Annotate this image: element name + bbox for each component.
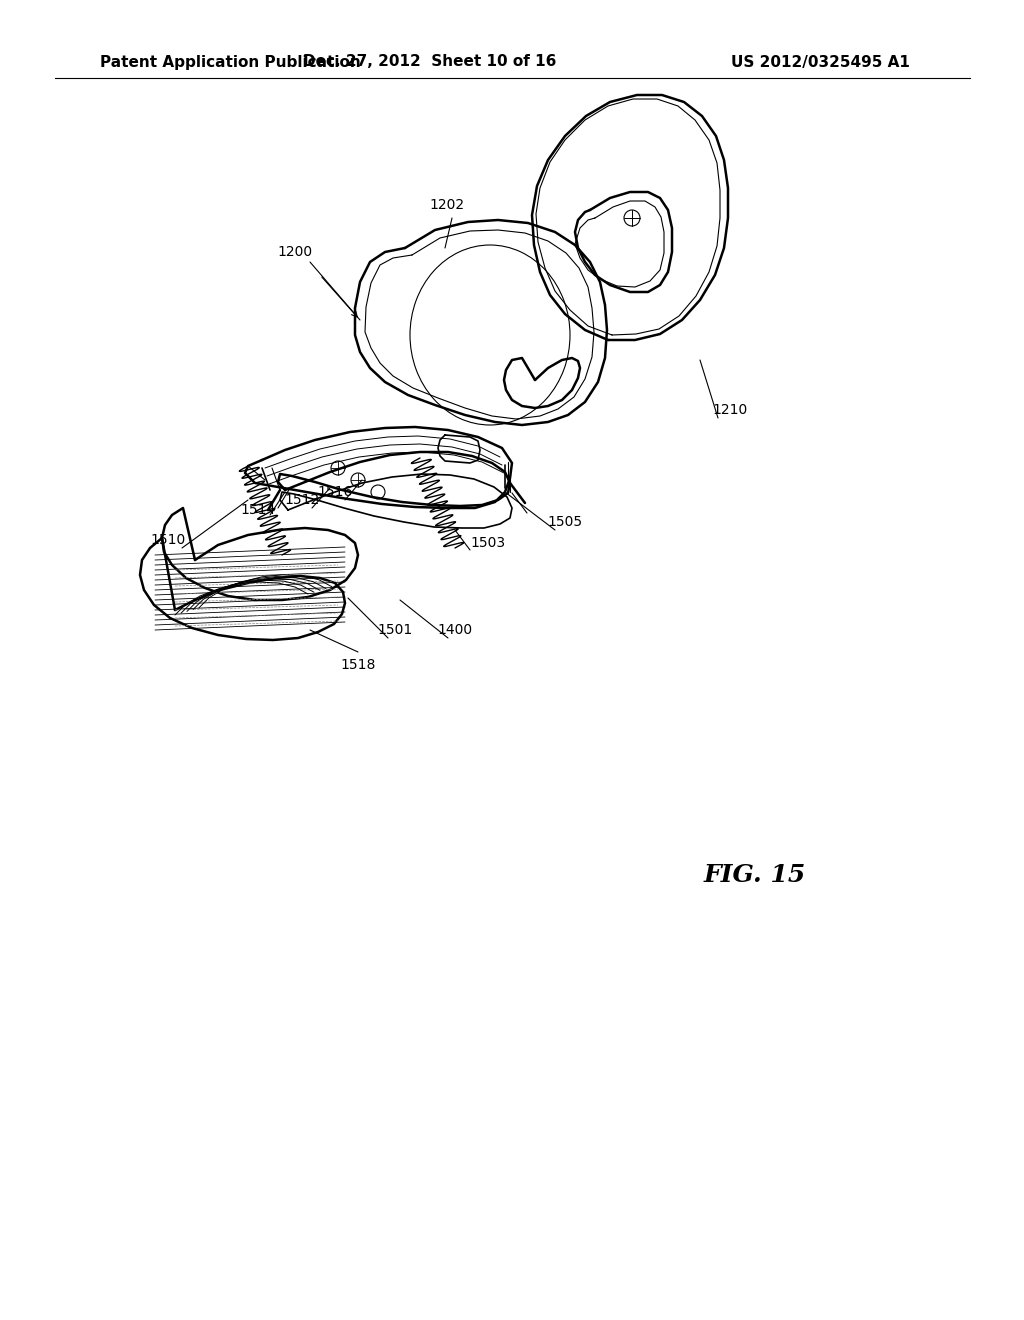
Text: 1503: 1503 xyxy=(470,536,506,550)
Text: 1501: 1501 xyxy=(378,623,413,638)
Text: 1505: 1505 xyxy=(548,515,583,529)
Text: 1210: 1210 xyxy=(713,403,748,417)
Text: 1514: 1514 xyxy=(241,503,275,517)
Text: 1516: 1516 xyxy=(317,484,352,499)
Text: 1400: 1400 xyxy=(437,623,472,638)
Text: 1518: 1518 xyxy=(340,657,376,672)
Text: 1512: 1512 xyxy=(285,492,319,507)
Text: 1510: 1510 xyxy=(151,533,185,546)
Text: 1200: 1200 xyxy=(278,246,312,259)
Text: 1202: 1202 xyxy=(429,198,465,213)
Text: Dec. 27, 2012  Sheet 10 of 16: Dec. 27, 2012 Sheet 10 of 16 xyxy=(303,54,557,70)
Text: Patent Application Publication: Patent Application Publication xyxy=(100,54,360,70)
Text: US 2012/0325495 A1: US 2012/0325495 A1 xyxy=(730,54,909,70)
Text: FIG. 15: FIG. 15 xyxy=(703,863,806,887)
